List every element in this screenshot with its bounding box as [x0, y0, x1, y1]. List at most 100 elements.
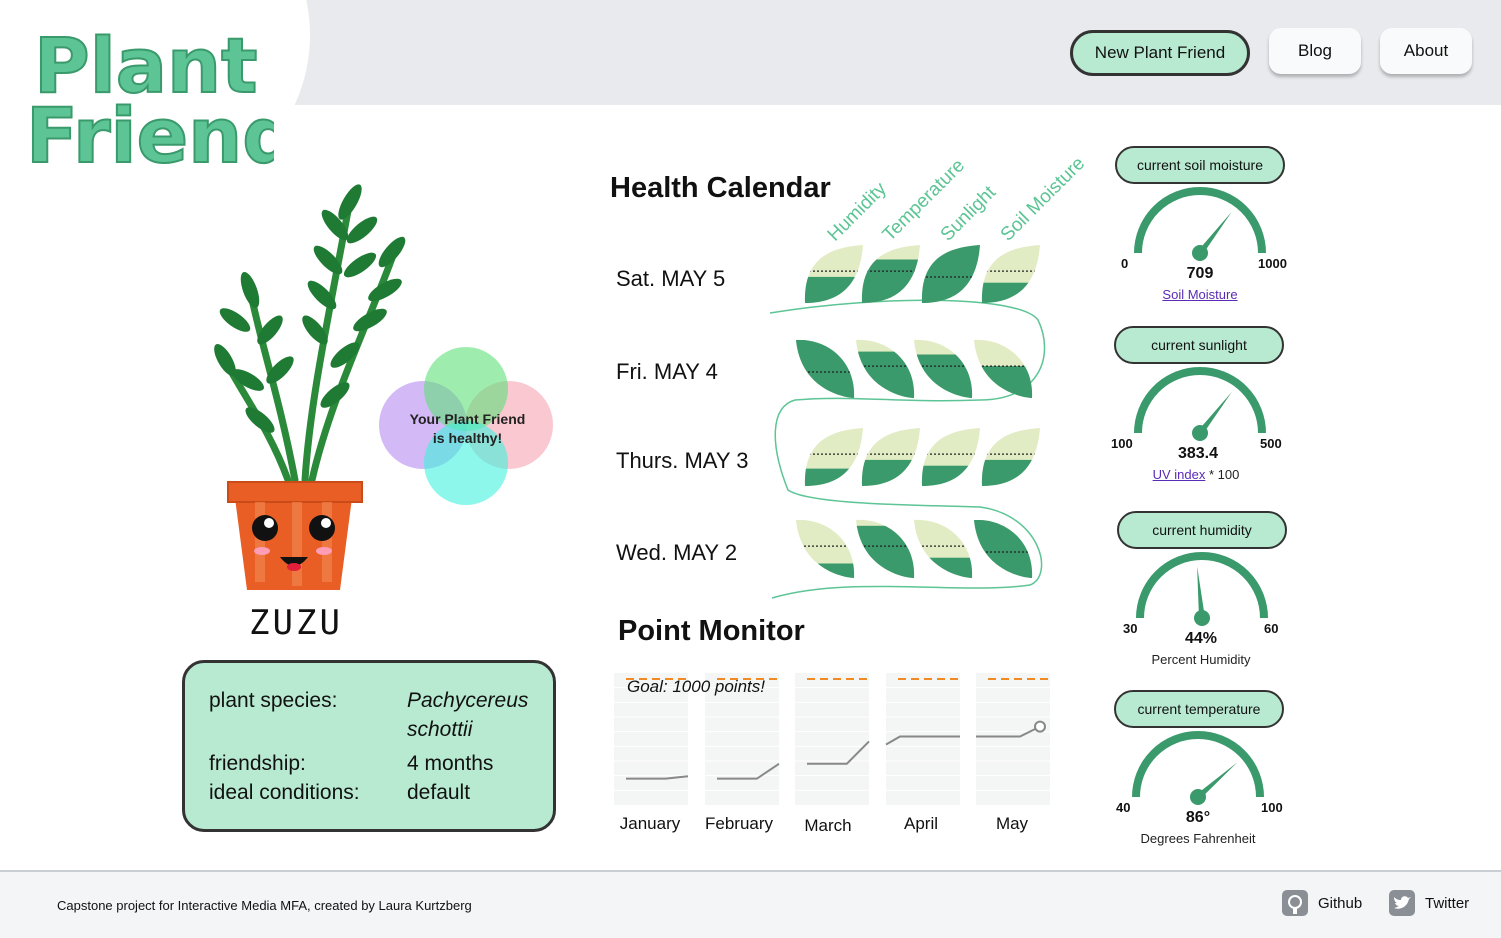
calendar-vine — [769, 299, 1046, 599]
gauge-arc — [1136, 552, 1268, 619]
uv-index-link[interactable]: UV index — [1152, 467, 1206, 482]
soil-moisture-value: 709 — [1186, 265, 1214, 282]
sunlight-max: 500 — [1260, 436, 1282, 451]
health-leaf-humidity — [804, 428, 863, 486]
temperature-gauge — [1132, 731, 1264, 805]
plant-name: ZUZU — [249, 603, 343, 643]
plant-pot — [227, 481, 363, 590]
new-plant-friend-button[interactable]: New Plant Friend — [1070, 30, 1250, 76]
twitter-link[interactable]: Twitter — [1389, 890, 1469, 916]
ideal-conditions-label: ideal conditions: — [209, 781, 360, 804]
gauge-needle — [1197, 391, 1232, 435]
health-leaf-soil-moisture — [981, 428, 1040, 486]
gauge-needle — [1197, 566, 1205, 619]
health-status-text: Your Plant Friend is healthy! — [395, 410, 540, 448]
plant-friend-logo[interactable]: Plant Friend — [24, 20, 274, 170]
species-value-line-1: Pachycereus — [407, 689, 529, 712]
month-label-may: May — [995, 814, 1029, 833]
calendar-leaves — [796, 245, 1040, 578]
gauge-arc — [1132, 731, 1264, 798]
health-leaf-temperature — [861, 428, 920, 486]
plant-stems — [221, 196, 399, 484]
sunlight-gauge — [1134, 367, 1266, 441]
plant-info-card: plant species: Pachycereus schottii frie… — [182, 660, 556, 832]
day-label-fri-may-4: Fri. MAY 4 — [616, 359, 718, 384]
gauge-hub — [1194, 610, 1210, 626]
soil-moisture-caption: Soil Moisture — [1100, 287, 1300, 302]
column-label-soil-moisture: Soil Moisture — [997, 153, 1090, 246]
gauge-needle — [1196, 762, 1238, 800]
humidity-gauge — [1136, 552, 1268, 626]
uv-index-suffix: * 100 — [1205, 467, 1240, 482]
health-leaf-sunlight — [921, 428, 980, 486]
soil-moisture-min: 0 — [1121, 256, 1129, 271]
logo-line-2: Friend — [26, 91, 274, 170]
humidity-pill[interactable]: current humidity — [1117, 511, 1287, 549]
month-label-march: March — [804, 816, 852, 835]
current-points-marker — [1034, 720, 1046, 733]
friendship-value: 4 months — [407, 752, 494, 775]
point-monitor-title: Point Monitor — [618, 615, 805, 647]
blog-button[interactable]: Blog — [1269, 28, 1361, 74]
footer-credit: Capstone project for Interactive Media M… — [57, 898, 472, 913]
day-label-sat-may-5: Sat. MAY 5 — [616, 266, 726, 291]
humidity-value: 44% — [1184, 630, 1218, 647]
soil-moisture-max: 1000 — [1258, 256, 1287, 271]
day-label-thurs-may-3: Thurs. MAY 3 — [616, 448, 749, 473]
species-value-line-2: schottii — [407, 718, 473, 741]
health-status-venn — [379, 347, 553, 505]
month-panel-march — [795, 673, 870, 805]
health-leaf-humidity — [796, 339, 855, 398]
health-leaf-sunlight — [914, 339, 973, 398]
gauge-hub — [1192, 245, 1208, 261]
gauge-needle — [1197, 211, 1232, 255]
month-label-february: February — [704, 814, 774, 833]
point-monitor-chart — [614, 673, 1050, 805]
points-line-january — [626, 775, 689, 780]
footer: Capstone project for Interactive Media M… — [0, 870, 1501, 938]
month-label-april: April — [903, 814, 938, 833]
points-line-may — [976, 725, 1041, 738]
sunlight-value: 383.4 — [1177, 445, 1219, 462]
plant-leaves — [214, 184, 406, 433]
about-button[interactable]: About — [1380, 28, 1472, 74]
health-status-line-2: is healthy! — [432, 430, 503, 446]
humidity-caption: Percent Humidity — [1151, 652, 1251, 667]
soil-moisture-pill[interactable]: current soil moisture — [1115, 146, 1285, 184]
health-leaf-sunlight — [914, 519, 973, 578]
temperature-min: 40 — [1116, 800, 1131, 815]
plant-illustration — [214, 184, 406, 590]
health-leaf-sunlight — [921, 245, 980, 303]
gauge-hub — [1192, 425, 1208, 441]
health-leaf-soil-moisture — [981, 245, 1040, 303]
sunlight-min: 100 — [1111, 436, 1133, 451]
github-link[interactable]: Github — [1282, 890, 1362, 916]
health-leaf-humidity — [804, 245, 863, 303]
humidity-max: 60 — [1264, 621, 1279, 636]
health-leaf-humidity — [796, 519, 855, 578]
temperature-caption: Degrees Fahrenheit — [1140, 831, 1256, 846]
sunlight-caption: UV index * 100 — [1096, 467, 1296, 482]
temperature-pill[interactable]: current temperature — [1114, 690, 1284, 728]
health-status-line-1: Your Plant Friend — [409, 411, 526, 427]
day-label-wed-may-2: Wed. MAY 2 — [616, 540, 738, 565]
logo-line-1: Plant — [34, 21, 257, 110]
github-label: Github — [1318, 894, 1363, 912]
health-calendar-title: Health Calendar — [610, 172, 831, 204]
month-panel-april — [885, 673, 960, 805]
gauge-arc — [1134, 367, 1266, 434]
sunlight-pill[interactable]: current sunlight — [1114, 326, 1284, 364]
humidity-min: 30 — [1123, 621, 1138, 636]
column-label-humidity: Humidity — [824, 178, 891, 245]
health-leaf-temperature — [861, 245, 920, 303]
soil-moisture-link[interactable]: Soil Moisture — [1162, 287, 1238, 302]
soil-moisture-gauge — [1134, 187, 1266, 261]
goal-label: Goal: 1000 points! — [627, 677, 765, 696]
github-icon — [1282, 890, 1308, 916]
health-leaf-temperature — [856, 339, 915, 398]
species-label: plant species: — [209, 689, 338, 712]
twitter-icon — [1389, 890, 1415, 916]
month-panel-january — [614, 673, 689, 805]
